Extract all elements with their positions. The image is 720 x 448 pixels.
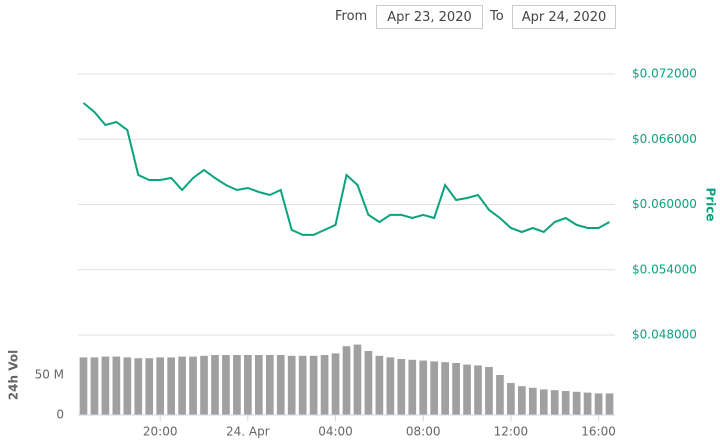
from-input[interactable]: Apr 23, 2020: [376, 5, 483, 29]
volume-bar: [90, 357, 99, 415]
volume-bar: [156, 357, 165, 415]
volume-bar: [550, 390, 559, 415]
y-tick-label: $0.066000: [632, 132, 697, 146]
volume-bar: [463, 364, 471, 415]
volume-bar: [594, 393, 603, 415]
volume-bar: [353, 344, 362, 415]
volume-bar: [452, 363, 460, 415]
volume-bar: [474, 365, 482, 415]
volume-bar: [331, 353, 340, 415]
volume-bar: [265, 355, 274, 415]
x-tick-label: 12:00: [494, 425, 529, 439]
volume-bar: [189, 356, 197, 415]
volume-bar: [123, 357, 132, 415]
x-tick-label: 04:00: [318, 425, 353, 439]
volume-bar: [441, 362, 449, 415]
x-tick-label: 20:00: [143, 425, 178, 439]
volume-bar: [539, 389, 548, 415]
volume-bar: [342, 346, 351, 415]
volume-bar: [386, 357, 395, 415]
x-tick-label: 16:00: [581, 425, 616, 439]
y-axis-title: 24h Vol: [7, 350, 21, 400]
volume-bar: [583, 392, 592, 415]
volume-bar: [419, 360, 428, 415]
volume-bar: [112, 356, 121, 415]
volume-bar: [507, 383, 515, 415]
volume-bar: [496, 375, 504, 415]
volume-bar: [397, 359, 406, 415]
volume-bar: [605, 393, 614, 415]
volume-bar: [101, 356, 110, 415]
volume-bar: [244, 355, 252, 415]
x-tick-label: 08:00: [406, 425, 441, 439]
volume-bar: [408, 359, 417, 415]
to-input[interactable]: Apr 24, 2020: [512, 5, 616, 29]
volume-bar: [200, 355, 208, 415]
y-tick-label: 50 M: [35, 368, 64, 382]
price-line: [82, 102, 610, 236]
y-axis-title: Price: [704, 187, 718, 221]
volume-bar: [309, 355, 318, 415]
volume-bar: [561, 391, 570, 415]
x-tick-label: 24. Apr: [226, 425, 270, 439]
volume-bar: [320, 355, 329, 415]
volume-bar: [364, 351, 373, 415]
volume-bar: [222, 355, 230, 415]
from-label: From: [335, 9, 368, 24]
volume-bar: [276, 355, 285, 415]
y-tick-label: $0.072000: [632, 67, 697, 81]
volume-bar: [167, 357, 175, 415]
volume-bar: [287, 355, 296, 415]
volume-bar: [430, 361, 439, 415]
volume-bar: [145, 358, 154, 415]
volume-bar: [298, 355, 307, 415]
volume-bar: [79, 357, 88, 415]
volume-bar: [233, 355, 241, 415]
volume-bar: [485, 367, 493, 415]
volume-bar: [178, 356, 186, 415]
volume-bar: [211, 355, 219, 415]
volume-bar: [134, 358, 143, 415]
y-tick-label: $0.060000: [632, 197, 697, 211]
volume-bar: [254, 355, 263, 415]
volume-bar: [572, 391, 581, 415]
volume-bar: [375, 355, 384, 415]
y-tick-label: $0.054000: [632, 262, 697, 276]
volume-bar: [528, 387, 537, 415]
y-tick-label: $0.048000: [632, 328, 697, 342]
volume-bar: [518, 386, 526, 415]
y-tick-label: 0: [56, 408, 64, 422]
to-label: To: [490, 9, 504, 24]
